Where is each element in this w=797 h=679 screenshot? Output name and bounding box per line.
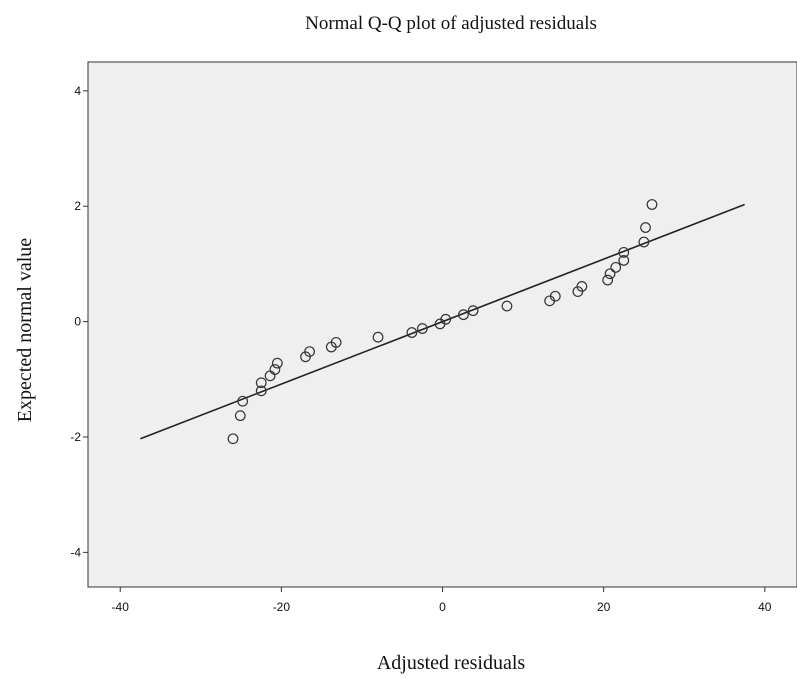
y-tick-label: -4 — [70, 545, 81, 559]
x-axis-label: Adjusted residuals — [377, 652, 526, 674]
data-point — [237, 395, 249, 407]
data-point — [501, 300, 513, 312]
data-points — [227, 199, 658, 445]
reference-line-group — [140, 203, 745, 440]
y-tick-label: 2 — [74, 199, 81, 213]
reference-line — [140, 203, 745, 440]
x-tick-label: 0 — [439, 600, 446, 614]
data-point — [602, 274, 614, 286]
data-point — [372, 331, 384, 343]
data-point — [330, 336, 342, 348]
data-point — [618, 246, 630, 258]
data-point — [416, 323, 428, 334]
data-point — [234, 410, 246, 422]
y-axis-label: Expected normal value — [14, 238, 36, 422]
x-tick-label: 40 — [758, 600, 772, 614]
data-point — [618, 255, 630, 266]
y-tick-label: -2 — [70, 430, 81, 444]
data-point — [255, 377, 267, 389]
x-tick-label: -40 — [112, 600, 130, 614]
data-point — [406, 327, 418, 338]
plot-area — [87, 61, 797, 588]
data-point — [549, 290, 561, 302]
data-point — [440, 313, 452, 325]
data-point — [269, 364, 281, 375]
data-point — [646, 199, 658, 210]
y-tick-label: 4 — [74, 84, 81, 98]
x-tick-label: -20 — [273, 600, 291, 614]
data-point — [227, 433, 239, 445]
data-point — [604, 268, 616, 280]
y-tick-label: 0 — [74, 315, 81, 329]
x-axis: -40 -20 0 20 40 — [112, 587, 772, 614]
y-axis: -4 -2 0 2 4 — [70, 84, 88, 559]
data-point — [255, 385, 267, 397]
data-point — [458, 309, 469, 321]
data-point — [576, 281, 588, 292]
data-point — [271, 357, 283, 369]
data-point — [638, 236, 650, 248]
data-point — [610, 261, 622, 273]
data-point — [304, 346, 315, 358]
data-point — [467, 305, 479, 317]
data-point — [640, 222, 651, 233]
chart-title: Normal Q-Q plot of adjusted residuals — [305, 13, 597, 34]
x-tick-label: 20 — [597, 600, 611, 614]
